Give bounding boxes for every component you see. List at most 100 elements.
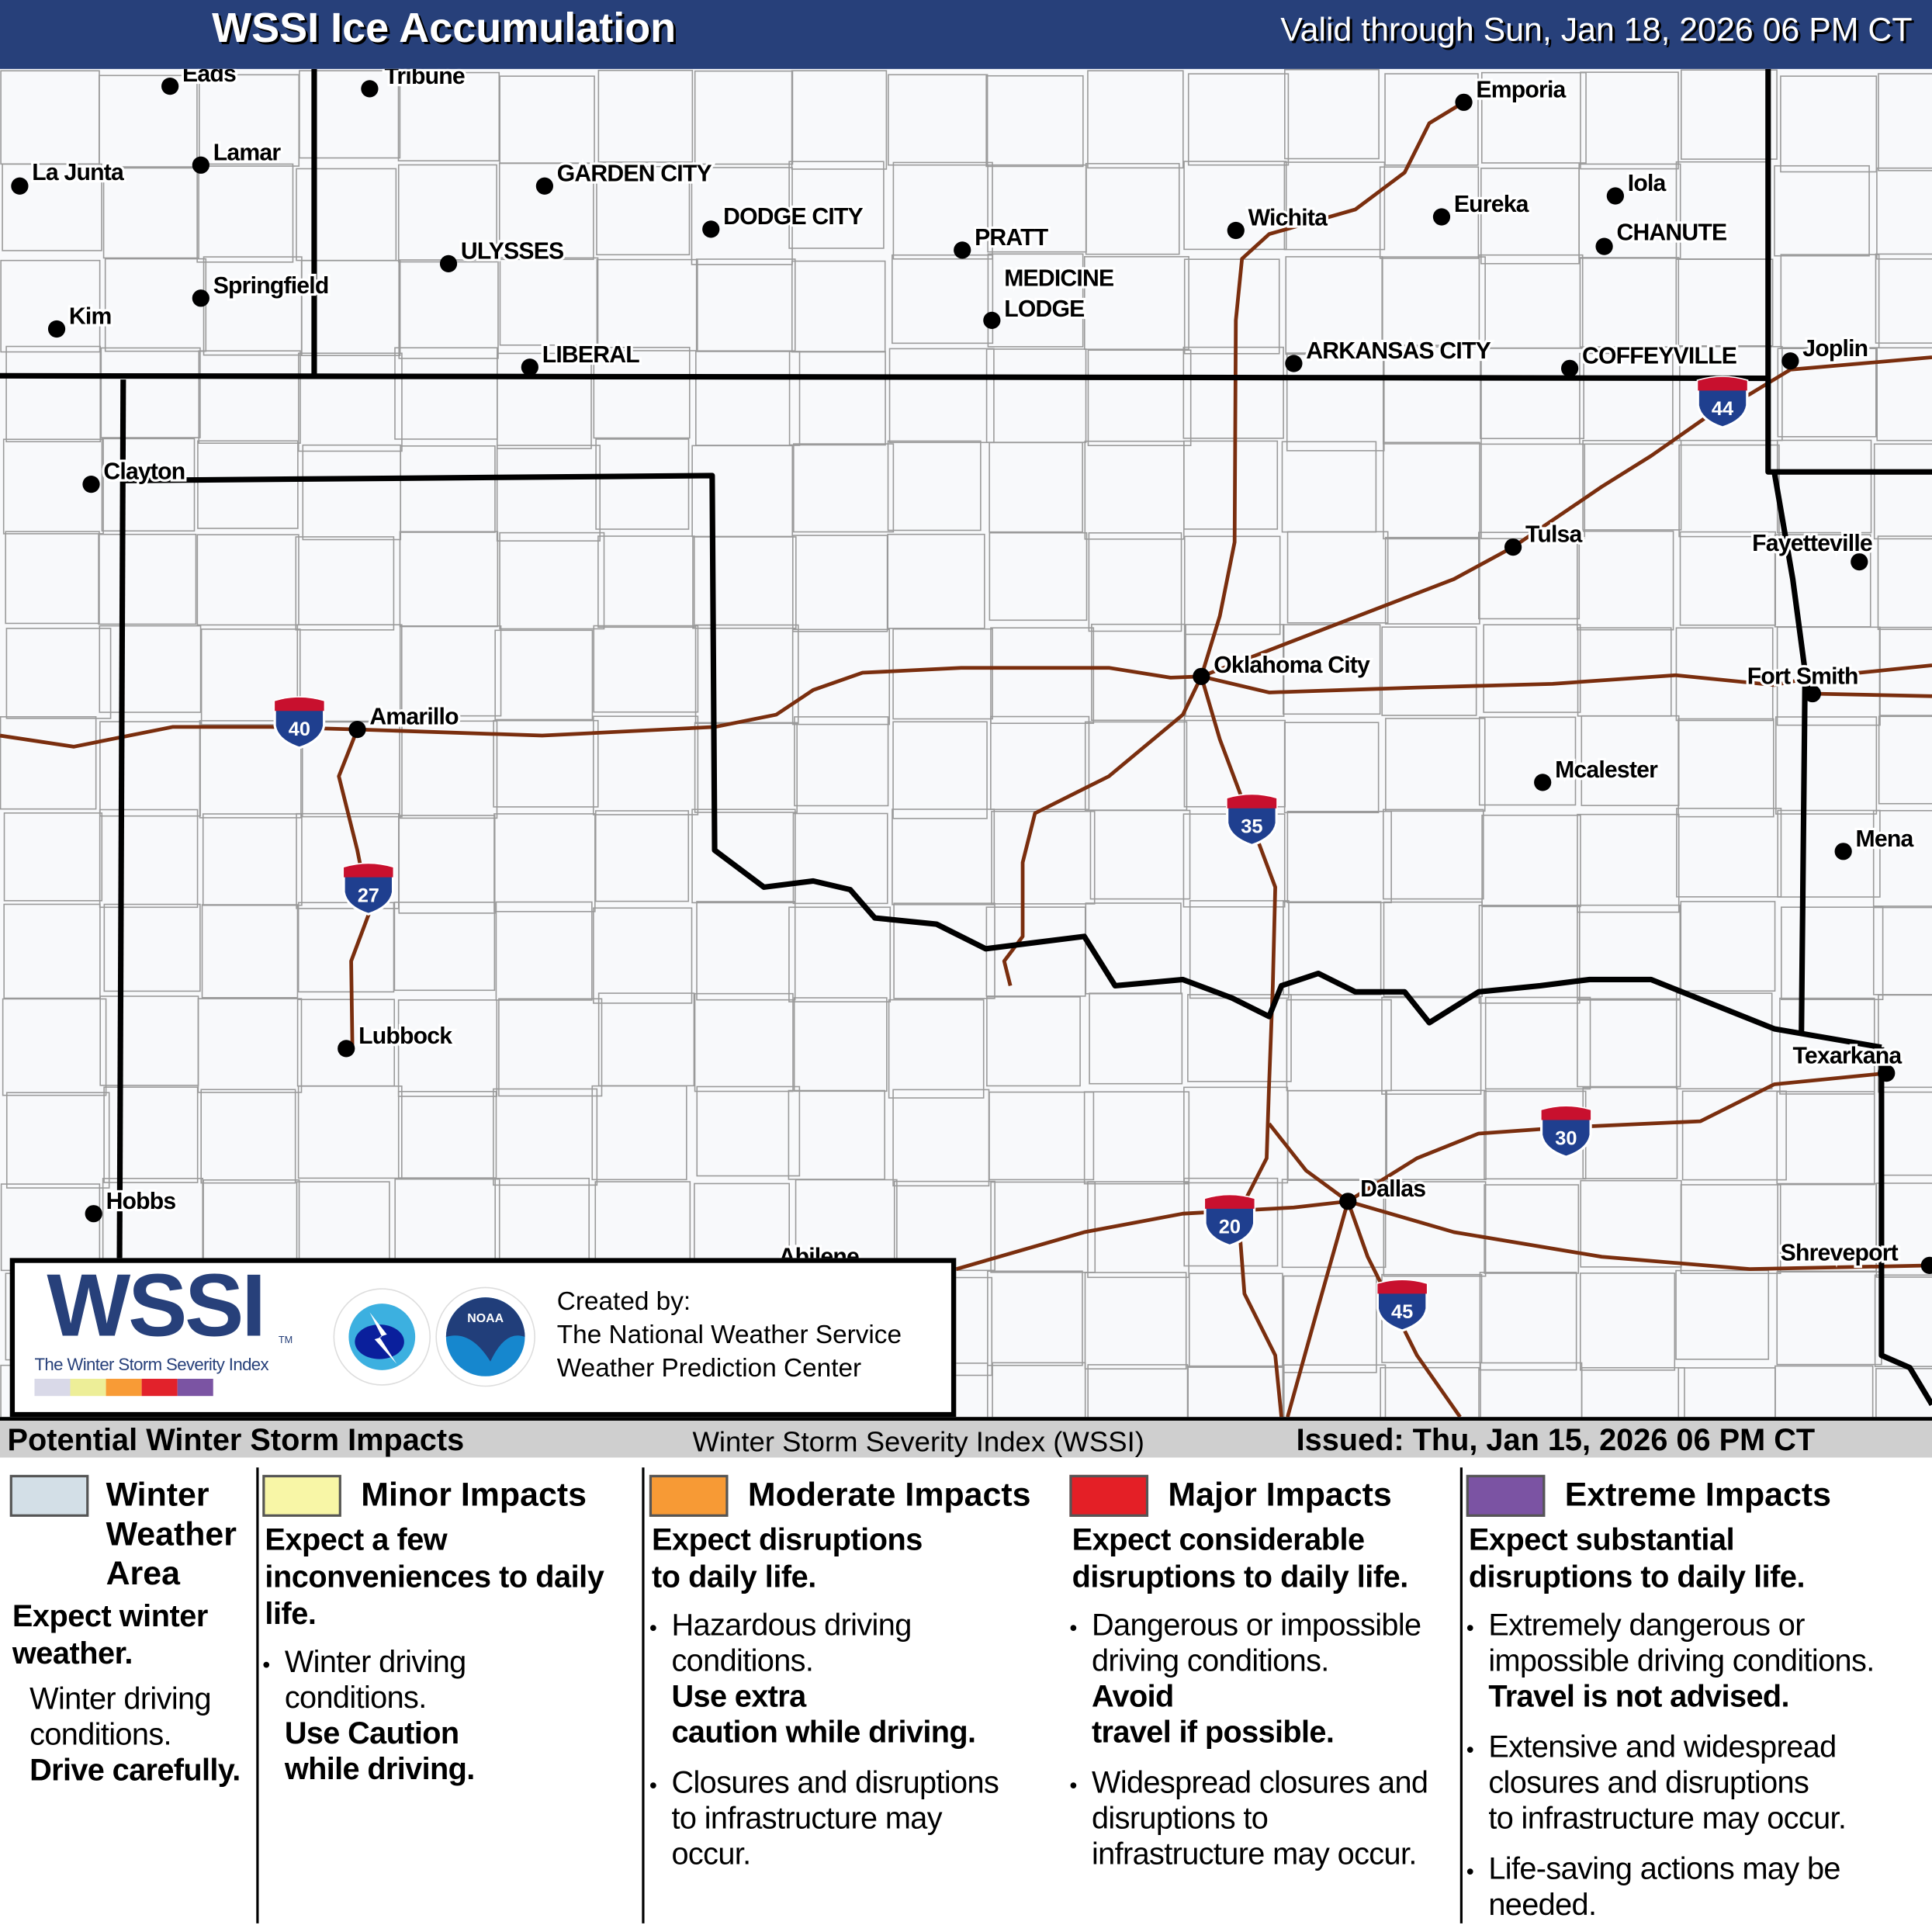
impact-title: Moderate Impacts: [748, 1475, 1031, 1515]
impact-headline: Expect disruptions to daily life.: [652, 1522, 923, 1595]
county-boundary: [1087, 349, 1192, 447]
nws-logo-icon: [333, 1288, 431, 1386]
bullet-line: driving conditions.: [1091, 1643, 1329, 1678]
county-boundary: [593, 625, 699, 713]
county-boundary: [989, 441, 1083, 533]
county-boundary: [1876, 167, 1932, 260]
bullet-bold-line: Travel is not advised.: [1488, 1679, 1789, 1714]
county-boundary: [1676, 808, 1782, 898]
city-label: Wichita: [1248, 206, 1328, 231]
county-boundary: [1383, 808, 1484, 900]
headline-line: Expect considerable: [1072, 1522, 1366, 1558]
bullet-icon: •: [1069, 1773, 1078, 1798]
county-boundary: [3, 812, 103, 902]
state-border: [123, 473, 1882, 1051]
impact-swatch: [649, 1474, 729, 1517]
credits: Created by: The National Weather Service…: [557, 1285, 902, 1385]
county-boundary: [1286, 810, 1392, 904]
city-dot-icon: [192, 156, 209, 174]
county-boundary: [1675, 1269, 1770, 1360]
impact-swatch: [1069, 1474, 1149, 1517]
county-boundary: [791, 628, 891, 725]
interstate-number: 20: [1219, 1217, 1241, 1238]
county-boundary: [788, 906, 892, 1002]
index-name: Winter Storm Severity Index (WSSI): [692, 1425, 1144, 1458]
headline-line: Expect a few: [265, 1522, 448, 1558]
map[interactable]: 44 40 35 27 30 20 45 Eads Tribune La Junta Lamar S…: [0, 68, 1932, 1418]
city-label: Tribune: [384, 69, 464, 89]
county-boundary: [989, 1091, 1095, 1181]
county-boundary: [1381, 626, 1477, 716]
county-boundary: [794, 716, 889, 807]
headline-line: disruptions to daily life.: [1468, 1560, 1806, 1594]
bullet-line: conditions.: [671, 1643, 814, 1678]
county-boundary: [596, 165, 691, 256]
city-dot-icon: [1227, 221, 1245, 240]
city-dot-icon: [1455, 93, 1473, 111]
county-boundary: [1582, 1086, 1678, 1179]
impact-swatch: [1466, 1474, 1546, 1517]
county-boundary: [987, 253, 1084, 348]
county-boundary: [597, 992, 695, 1087]
impact-title-line: Weather: [106, 1515, 237, 1553]
county-boundary: [2, 438, 104, 535]
city-label: Iola: [1628, 171, 1667, 196]
county-boundary: [888, 348, 995, 444]
county-boundary: [1083, 1091, 1190, 1185]
impact-title-line: Moderate Impacts: [747, 1476, 1031, 1514]
map-canvas[interactable]: 44 40 35 27 30 20 45 Eads Tribune La Junta Lamar S…: [0, 68, 1932, 1418]
county-boundary: [893, 1180, 995, 1272]
agency-logos: NOAA: [333, 1286, 535, 1387]
county-boundary: [101, 438, 196, 532]
bullet-icon: •: [649, 1773, 657, 1798]
county-boundary: [1382, 256, 1486, 346]
county-boundary: [1874, 1274, 1932, 1367]
interstate-20-shield-icon: 20: [1203, 1193, 1256, 1248]
county-boundary: [1380, 1366, 1480, 1418]
county-boundary: [695, 351, 801, 446]
county-boundary: [593, 907, 693, 1004]
bullet-line: to infrastructure may: [671, 1801, 942, 1837]
interstate-highway: [1286, 1200, 1350, 1418]
county-boundary: [400, 445, 496, 533]
county-boundary: [494, 629, 594, 721]
county-boundary: [1084, 440, 1185, 540]
county-boundary: [397, 71, 500, 162]
scale-swatch: [70, 1378, 106, 1397]
created-by-label: Created by:: [556, 1287, 691, 1316]
county-boundary: [3, 903, 101, 999]
county-boundary: [887, 533, 985, 629]
logo-panel: WSSI TM The Winter Storm Severity Index …: [9, 1258, 957, 1418]
valid-time: Valid through Sun, Jan 18, 2026 06 PM CT: [1280, 11, 1913, 48]
city-label: Mcalester: [1555, 757, 1658, 783]
county-boundary: [393, 902, 496, 992]
headline-line: life.: [265, 1597, 317, 1632]
county-boundary: [595, 438, 690, 530]
county-boundary: [793, 443, 895, 533]
county-boundary: [1775, 716, 1878, 815]
bullet-line: Closures and disruptions: [671, 1765, 999, 1801]
county-boundary: [1187, 1365, 1284, 1418]
headline-line: disruptions to daily life.: [1072, 1560, 1409, 1594]
city-label: Oklahoma City: [1214, 653, 1370, 678]
interstate-44-shield-icon: 44: [1696, 376, 1749, 429]
county-boundary: [788, 161, 885, 249]
county-boundary: [394, 1178, 500, 1270]
county-boundary: [394, 347, 498, 440]
city-dot-icon: [521, 358, 538, 376]
impact-bullet: Winter driving conditions. Use Caution whil…: [285, 1645, 475, 1788]
county-boundary: [1478, 254, 1584, 349]
city-label: Clayton: [103, 459, 185, 485]
county-boundary: [1478, 716, 1577, 806]
county-boundary: [1385, 718, 1486, 812]
city-dot-icon: [1851, 553, 1868, 571]
county-boundary: [597, 69, 694, 163]
bullet-line: Life-saving actions may be: [1488, 1851, 1840, 1887]
city-dot-icon: [192, 289, 209, 307]
county-boundary: [1577, 999, 1681, 1088]
city-label: COFFEYVILLE: [1582, 343, 1736, 369]
scale-swatch: [177, 1378, 213, 1397]
county-boundary: [1384, 536, 1480, 625]
trademark: TM: [278, 1334, 293, 1346]
bullet-icon: •: [262, 1652, 271, 1678]
